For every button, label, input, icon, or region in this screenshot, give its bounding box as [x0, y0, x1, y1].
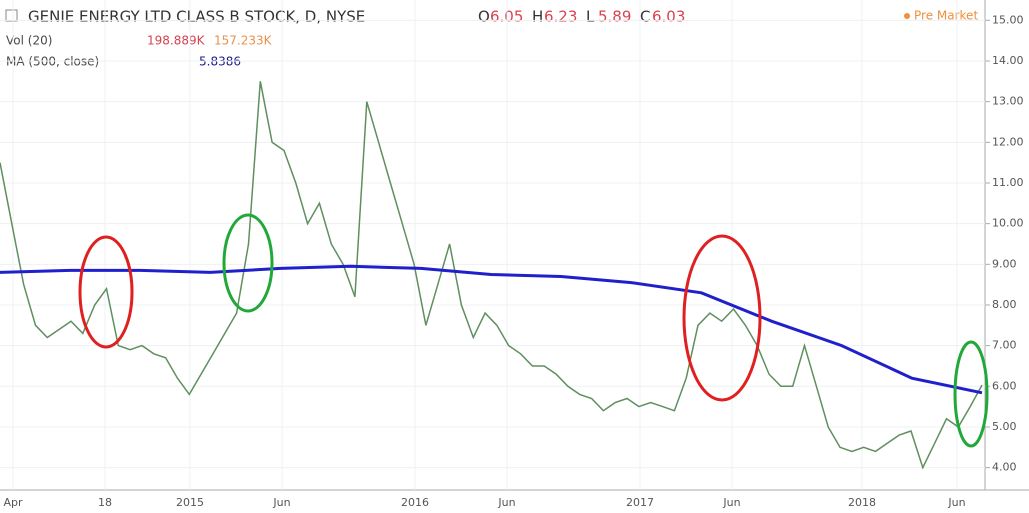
ohlc-value: 6.03: [652, 8, 685, 26]
volume-value: 198.889K: [147, 34, 206, 48]
y-tick-label: 13.00: [992, 95, 1024, 108]
y-tick-label: 12.00: [992, 135, 1024, 148]
x-tick-label: 2016: [401, 496, 429, 509]
ohlc-value: 6.23: [544, 8, 577, 26]
x-tick-label: 2018: [848, 496, 876, 509]
green-circle: [953, 340, 989, 448]
session-dot: [904, 13, 910, 19]
y-tick-label: 7.00: [992, 339, 1017, 352]
y-tick-label: 6.00: [992, 379, 1017, 392]
ohlc-key: H: [532, 8, 543, 26]
x-tick-label: 2015: [176, 496, 204, 509]
y-tick-label: 10.00: [992, 217, 1024, 230]
y-tick-label: 14.00: [992, 54, 1024, 67]
x-tick-label: 2017: [626, 496, 654, 509]
y-tick-label: 8.00: [992, 298, 1017, 311]
ma-value: 5.8386: [199, 55, 241, 69]
x-tick-label: Apr: [3, 496, 23, 509]
chart-title: GENIE ENERGY LTD CLASS B STOCK, D, NYSE: [28, 8, 365, 26]
ohlc-key: O: [478, 8, 490, 26]
red-circle: [682, 234, 762, 402]
volume-label: Vol (20): [6, 34, 52, 48]
x-tick-label: 18: [98, 496, 112, 509]
ma-label: MA (500, close): [6, 55, 99, 69]
series-line: [0, 264, 983, 395]
grid: [0, 0, 985, 490]
y-tick-label: 11.00: [992, 176, 1024, 189]
red-circle: [78, 235, 134, 349]
volume-ma-value: 157.233K: [214, 34, 273, 48]
y-tick-label: 5.00: [992, 420, 1017, 433]
series-line: [0, 81, 983, 470]
ohlc-key: C: [640, 8, 650, 26]
header: GENIE ENERGY LTD CLASS B STOCK, D, NYSE …: [5, 8, 978, 69]
x-tick-label: Jun: [947, 496, 965, 509]
ohlc-key: L: [586, 8, 595, 26]
x-tick-label: Jun: [272, 496, 290, 509]
y-tick-label: 15.00: [992, 13, 1024, 26]
ohlc-value: 5.89: [598, 8, 631, 26]
x-tick-label: Jun: [497, 496, 515, 509]
y-tick-label: 9.00: [992, 257, 1017, 270]
y-tick-label: 4.00: [992, 461, 1017, 474]
session-label: Pre Market: [914, 9, 978, 23]
annotations: [78, 213, 989, 448]
x-tick-label: Jun: [722, 496, 740, 509]
green-circle: [222, 213, 274, 313]
collapse-icon[interactable]: [5, 9, 18, 22]
